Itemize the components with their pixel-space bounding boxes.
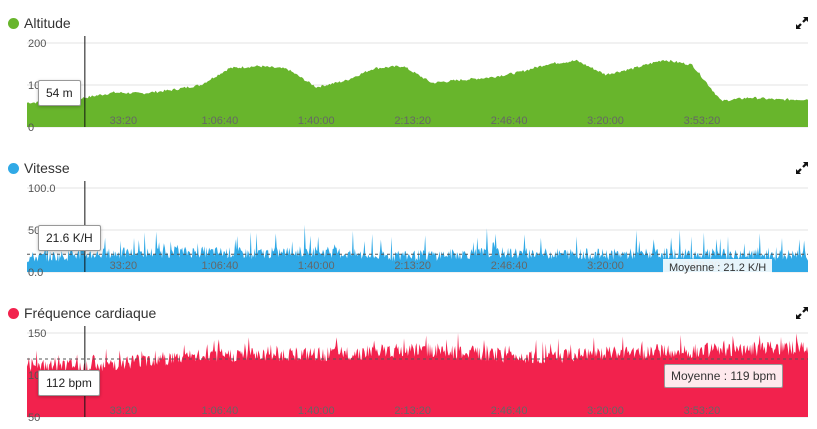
x-tick-label: 3:20:00 bbox=[587, 405, 624, 417]
speed-title-label: Vitesse bbox=[24, 160, 70, 176]
speed-title: Vitesse bbox=[8, 160, 70, 176]
altitude-panel: Altitude 200100033:201:06:401:40:002:13:… bbox=[0, 0, 817, 140]
speed-average-label: Moyenne : 21.2 K/H bbox=[663, 259, 773, 278]
series-area bbox=[27, 59, 808, 128]
y-tick-label: 150 bbox=[28, 328, 46, 340]
x-tick-label: 3:20:00 bbox=[587, 115, 624, 127]
x-tick-label: 2:13:20 bbox=[394, 115, 431, 127]
x-tick-label: 1:06:40 bbox=[201, 260, 238, 272]
x-tick-label: 3:20:00 bbox=[587, 260, 624, 272]
x-tick-label: 33:20 bbox=[110, 260, 138, 272]
y-tick-label: 200 bbox=[28, 38, 46, 50]
x-tick-label: 1:40:00 bbox=[298, 405, 335, 417]
y-tick-label: 50 bbox=[28, 412, 40, 424]
x-tick-label: 3:53:20 bbox=[684, 115, 721, 127]
x-tick-label: 2:46:40 bbox=[491, 115, 528, 127]
expand-arrows-icon[interactable] bbox=[795, 161, 809, 175]
x-tick-label: 2:13:20 bbox=[394, 260, 431, 272]
legend-dot-icon bbox=[8, 17, 19, 29]
expand-arrows-icon[interactable] bbox=[795, 16, 809, 30]
series-area bbox=[27, 333, 808, 417]
x-tick-label: 33:20 bbox=[110, 405, 138, 417]
x-tick-label: 2:13:20 bbox=[394, 405, 431, 417]
heart-rate-title-label: Fréquence cardiaque bbox=[24, 305, 157, 321]
y-tick-label: 0 bbox=[28, 122, 34, 134]
x-tick-label: 1:40:00 bbox=[298, 115, 335, 127]
x-tick-label: 3:53:20 bbox=[684, 405, 721, 417]
altitude-cursor-tooltip: 54 m bbox=[38, 80, 81, 106]
heart-rate-title: Fréquence cardiaque bbox=[8, 305, 156, 321]
y-tick-label: 100.0 bbox=[28, 183, 56, 195]
heart-rate-panel: Fréquence cardiaque 1501005033:201:06:40… bbox=[0, 290, 817, 429]
x-tick-label: 33:20 bbox=[110, 115, 138, 127]
heart-rate-cursor-tooltip: 112 bpm bbox=[38, 370, 100, 396]
speed-panel: Vitesse 100.0 50 0.0 33:20 1:06:40 1:40:00 2:1… bbox=[0, 145, 817, 285]
x-tick-label: 1:06:40 bbox=[201, 405, 238, 417]
legend-dot-icon bbox=[8, 162, 19, 174]
series-area bbox=[27, 224, 808, 272]
x-tick-label: 1:06:40 bbox=[201, 115, 238, 127]
altitude-chart: 200100033:201:06:401:40:002:13:202:46:40… bbox=[27, 36, 808, 134]
altitude-title-label: Altitude bbox=[24, 15, 71, 31]
heart-rate-average-label: Moyenne : 119 bpm bbox=[664, 364, 784, 388]
y-tick-label: 50 bbox=[28, 225, 40, 237]
x-tick-label: 2:46:40 bbox=[491, 405, 528, 417]
expand-arrows-icon[interactable] bbox=[795, 306, 809, 320]
altitude-title: Altitude bbox=[8, 15, 71, 31]
x-tick-label: 1:40:00 bbox=[298, 260, 335, 272]
y-tick-label: 0.0 bbox=[28, 267, 43, 279]
legend-dot-icon bbox=[8, 307, 19, 319]
x-tick-label: 2:46:40 bbox=[491, 260, 528, 272]
speed-cursor-tooltip: 21.6 K/H bbox=[38, 225, 101, 251]
